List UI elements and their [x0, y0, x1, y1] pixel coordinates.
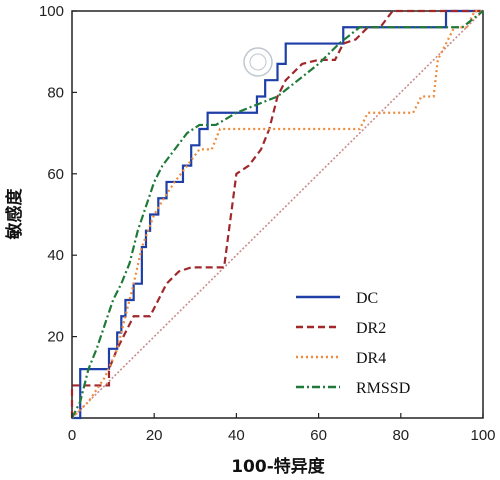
x-tick-label: 0: [68, 427, 76, 444]
watermark-logo: [243, 47, 273, 77]
series-line-rmssd: [71, 10, 484, 419]
plot-frame: [71, 10, 484, 419]
y-axis-title: 敏感度: [4, 188, 25, 241]
series-line-dc: [72, 9, 483, 420]
plot-area: [70, 9, 484, 420]
legend-label-dc: DC: [356, 290, 378, 307]
x-tick-label: 80: [392, 427, 409, 444]
legend-label-dr2: DR2: [356, 320, 386, 337]
y-tick-label: 20: [47, 329, 64, 346]
x-tick-label: 40: [228, 427, 245, 444]
y-tick-label: 100: [39, 3, 64, 20]
y-tick-label: 60: [47, 166, 64, 183]
x-axis-title: 100-特异度: [231, 456, 326, 477]
x-tick-label: 60: [310, 427, 327, 444]
legend-label-rmssd: RMSSD: [356, 380, 410, 397]
legend-label-dr4: DR4: [356, 350, 386, 367]
x-tick-label: 20: [146, 427, 163, 444]
reference-diagonal-line: [71, 10, 484, 419]
series-line-dr2: [70, 9, 483, 418]
legend: DC DR2 DR4 RMSSD: [296, 290, 410, 397]
y-tick-label: 40: [47, 247, 64, 264]
y-tick-label: 80: [47, 84, 64, 101]
x-tick-label: 100: [470, 427, 495, 444]
axis-ticks: 0 20 40 60 80 100 20 40 60 80 100: [39, 3, 496, 444]
